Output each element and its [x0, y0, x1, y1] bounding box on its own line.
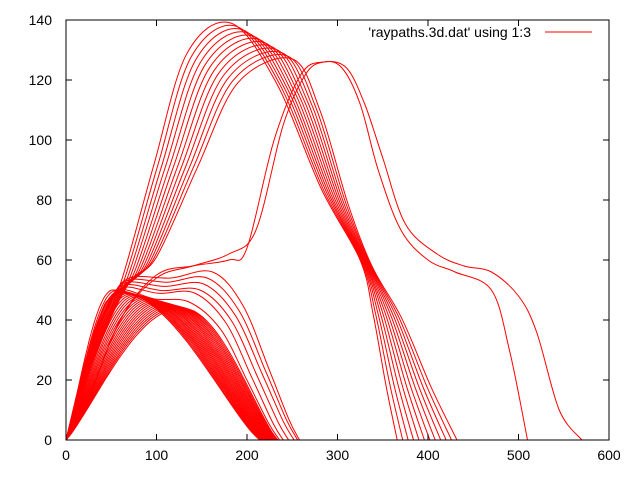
ray-low	[65, 304, 276, 441]
y-tick-label: 60	[36, 252, 52, 268]
y-tick-label: 100	[29, 132, 53, 148]
y-tick-label: 80	[36, 192, 52, 208]
ray-high	[65, 24, 404, 441]
x-tick-label: 600	[597, 447, 621, 463]
ray-low	[65, 297, 268, 441]
ray-low	[65, 298, 270, 441]
ray-high	[65, 21, 398, 441]
ray-low	[65, 295, 266, 441]
ray-high	[65, 28, 409, 441]
ray-high	[65, 47, 442, 441]
ray-low	[65, 295, 267, 441]
ray-low	[65, 303, 275, 441]
y-tick-label: 40	[36, 312, 52, 328]
ray-low	[65, 298, 269, 441]
x-tick-label: 500	[507, 447, 531, 463]
ray-high	[65, 57, 458, 441]
ray-low	[65, 299, 271, 441]
legend-label: 'raypaths.3d.dat' using 1:3	[368, 24, 531, 40]
legend: 'raypaths.3d.dat' using 1:3	[368, 24, 592, 40]
ray-low	[65, 306, 278, 441]
ray-high	[65, 44, 436, 441]
ray-high	[65, 31, 414, 441]
ray-low	[65, 300, 272, 441]
ray-outer	[65, 61, 583, 441]
ray-high	[65, 37, 425, 441]
ray-low	[65, 302, 274, 441]
x-tick-label: 300	[326, 447, 350, 463]
y-tick-label: 20	[36, 372, 52, 388]
y-tick-label: 140	[29, 12, 53, 28]
x-tick-label: 0	[62, 447, 70, 463]
ray-low	[65, 300, 271, 441]
x-tick-label: 200	[235, 447, 259, 463]
ray-high	[65, 50, 447, 441]
x-tick-label: 100	[145, 447, 169, 463]
ray-paths	[65, 21, 583, 441]
ray-high	[65, 54, 452, 441]
ray-low	[65, 305, 276, 441]
ray-low	[65, 303, 274, 441]
axis-ticks: 0 100 200 300 400 500 600 0 20 40 60 80 100 120 140	[29, 12, 621, 463]
ray-low	[65, 306, 277, 441]
x-tick-label: 400	[416, 447, 440, 463]
y-tick-label: 0	[44, 432, 52, 448]
ray-low	[65, 307, 279, 441]
y-tick-label: 120	[29, 72, 53, 88]
ray-high	[65, 41, 431, 441]
ray-high	[65, 34, 420, 441]
